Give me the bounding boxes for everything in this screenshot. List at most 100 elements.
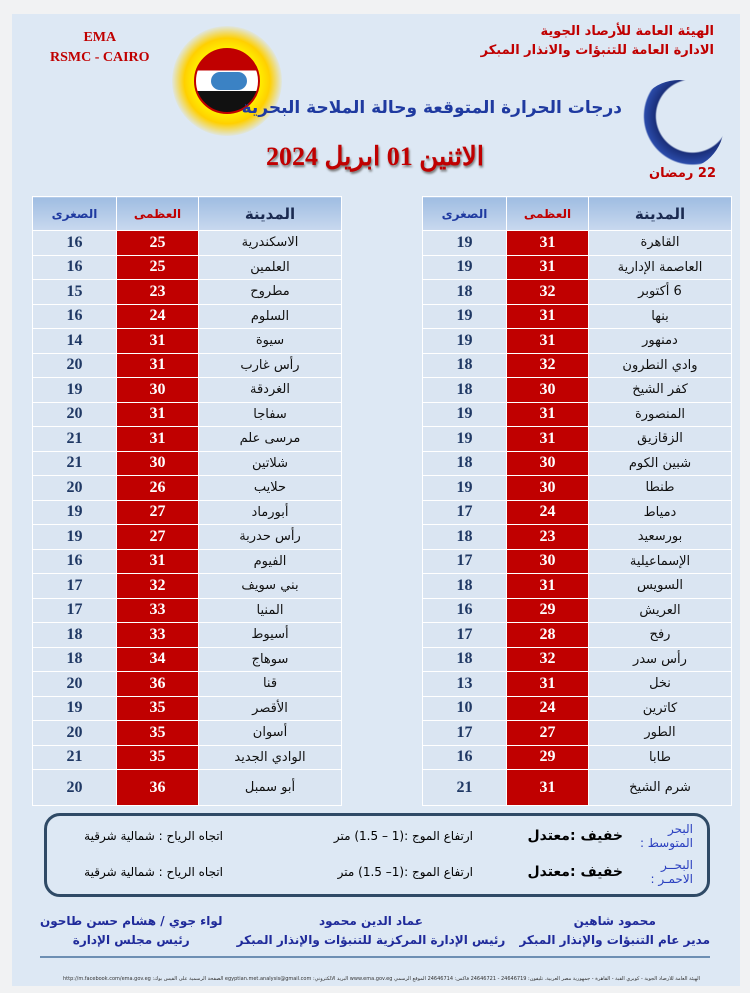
table-row: الفيوم 31 16: [32, 548, 342, 574]
city-name: رأس سدر: [588, 646, 732, 672]
signer-name: محمود شاهين: [573, 914, 656, 928]
city-name: العلمين: [198, 254, 342, 280]
max-temp: 31: [116, 328, 199, 354]
table-row: السلوم 24 16: [32, 303, 342, 329]
ramadan-moon-icon: [634, 80, 724, 170]
wave-height: ارتفاع الموج :(1– 1.5) متر: [337, 865, 473, 879]
min-temp: 16: [32, 303, 117, 329]
city-name: رأس غارب: [198, 352, 342, 378]
city-name: العاصمة الإدارية: [588, 254, 732, 280]
min-temp: 18: [32, 646, 117, 672]
min-temp: 16: [422, 744, 507, 770]
signer-title: رئيس الإدارة المركزية للتنبؤات والإنذار …: [236, 933, 506, 947]
max-temp: 32: [506, 279, 589, 305]
max-temp: 30: [506, 475, 589, 501]
city-name: دمياط: [588, 499, 732, 525]
table-row: وادي النطرون 32 18: [422, 352, 732, 378]
city-name: الغردقة: [198, 377, 342, 403]
city-name: أسوان: [198, 720, 342, 746]
max-temp: 24: [506, 695, 589, 721]
city-name: السويس: [588, 573, 732, 599]
city-name: أبورماد: [198, 499, 342, 525]
city-name: العريش: [588, 597, 732, 623]
table-row: قنا 36 20: [32, 671, 342, 697]
sea-row-red-sea: البحــر الاحمـر : خفيف :معتدل ارتفاع الموج…: [61, 858, 693, 886]
table-row: شبين الكوم 30 18: [422, 450, 732, 476]
min-temp: 18: [422, 524, 507, 550]
city-name: شلاتين: [198, 450, 342, 476]
table-row: المنصورة 31 19: [422, 401, 732, 427]
city-name: بني سويف: [198, 573, 342, 599]
min-temp: 17: [32, 597, 117, 623]
max-temp: 26: [116, 475, 199, 501]
table-row: دمياط 24 17: [422, 499, 732, 525]
max-temp: 23: [116, 279, 199, 305]
table-row: الغردقة 30 19: [32, 377, 342, 403]
min-temp: 16: [32, 230, 117, 256]
sea-name: البحر المتوسط :: [639, 822, 693, 850]
wind-direction: اتجاه الرياح : شمالية شرقية: [84, 829, 223, 843]
min-temp: 18: [32, 622, 117, 648]
max-temp: 31: [506, 426, 589, 452]
city-name: شرم الشيخ: [588, 769, 732, 806]
table-row: رأس غارب 31 20: [32, 352, 342, 378]
min-temp: 17: [422, 720, 507, 746]
table-row: العلمين 25 16: [32, 254, 342, 280]
table-row: أسوان 35 20: [32, 720, 342, 746]
col-city: المدينة: [588, 196, 732, 231]
city-name: الاسكندرية: [198, 230, 342, 256]
ema-label: EMA RSMC - CAIRO: [50, 28, 150, 68]
min-temp: 16: [32, 548, 117, 574]
min-temp: 18: [422, 646, 507, 672]
signer-name: لواء جوي / هشام حسن طاحون: [40, 914, 223, 928]
city-name: شبين الكوم: [588, 450, 732, 476]
max-temp: 31: [506, 671, 589, 697]
city-name: الزقازيق: [588, 426, 732, 452]
signer-title: رئيس مجلس الإدارة: [72, 933, 190, 947]
max-temp: 31: [506, 230, 589, 256]
sea-state: خفيف :معتدل: [527, 864, 623, 880]
max-temp: 27: [116, 499, 199, 525]
table-row: بورسعيد 23 18: [422, 524, 732, 550]
table-row: رأس حدربة 27 19: [32, 524, 342, 550]
max-temp: 31: [506, 573, 589, 599]
max-temp: 32: [506, 646, 589, 672]
city-name: المنصورة: [588, 401, 732, 427]
min-temp: 19: [32, 499, 117, 525]
org-line-2: الادارة العامة للتنبؤات والانذار المبكر: [480, 43, 714, 58]
signature-2: عماد الدين محمود رئيس الإدارة المركزية لل…: [237, 912, 506, 950]
city-name: الإسماعيلية: [588, 548, 732, 574]
max-temp: 23: [506, 524, 589, 550]
max-temp: 32: [506, 352, 589, 378]
table-row: الزقازيق 31 19: [422, 426, 732, 452]
city-name: المنيا: [198, 597, 342, 623]
table-row: المنيا 33 17: [32, 597, 342, 623]
min-temp: 20: [32, 769, 117, 806]
min-temp: 16: [32, 254, 117, 280]
city-name: سفاجا: [198, 401, 342, 427]
signer-title: مدير عام التنبؤات والإنذار المبكر: [519, 933, 710, 947]
table-row: حلايب 26 20: [32, 475, 342, 501]
max-temp: 27: [506, 720, 589, 746]
city-name: كاترين: [588, 695, 732, 721]
city-name: مرسى علم: [198, 426, 342, 452]
sea-conditions-box: البحر المتوسط : خفيف :معتدل ارتفاع الموج :…: [44, 813, 710, 897]
max-temp: 32: [116, 573, 199, 599]
min-temp: 19: [32, 524, 117, 550]
min-temp: 18: [422, 573, 507, 599]
col-min: الصغرى: [422, 196, 507, 231]
max-temp: 30: [506, 548, 589, 574]
min-temp: 17: [422, 499, 507, 525]
col-max: العظمى: [116, 196, 199, 231]
max-temp: 35: [116, 744, 199, 770]
min-temp: 20: [32, 352, 117, 378]
wind-direction: اتجاه الرياح : شمالية شرقية: [84, 865, 223, 879]
rsmc-text: RSMC - CAIRO: [50, 50, 150, 65]
divider: [40, 956, 710, 958]
min-temp: 19: [32, 695, 117, 721]
min-temp: 21: [32, 744, 117, 770]
city-name: 6 أكتوبر: [588, 279, 732, 305]
table-row: الإسماعيلية 30 17: [422, 548, 732, 574]
min-temp: 21: [32, 450, 117, 476]
table-row: السويس 31 18: [422, 573, 732, 599]
